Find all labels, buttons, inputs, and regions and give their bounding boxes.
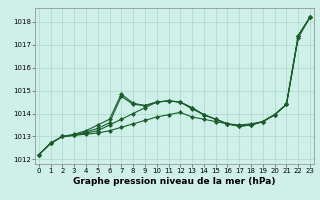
X-axis label: Graphe pression niveau de la mer (hPa): Graphe pression niveau de la mer (hPa) xyxy=(73,177,276,186)
